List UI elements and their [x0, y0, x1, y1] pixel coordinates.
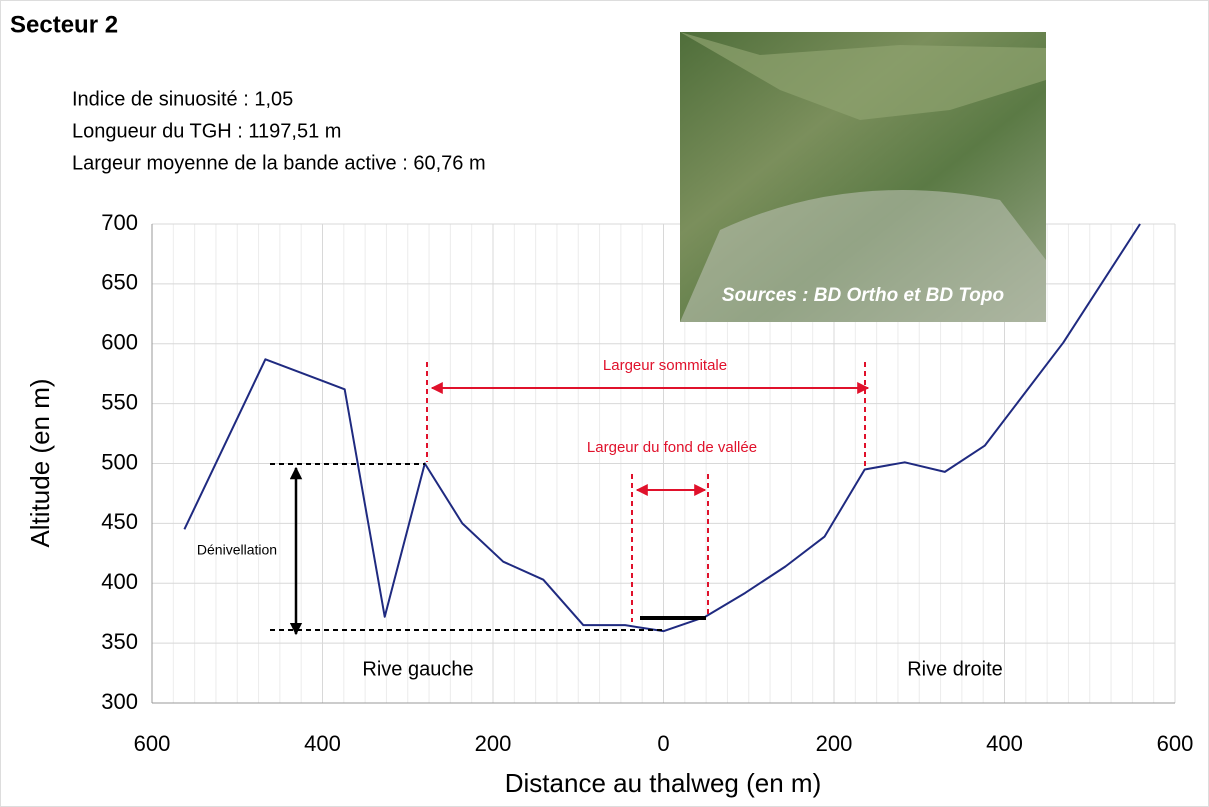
grid: 300 350 400 450 500 550 600 650 700 600 400 200 0 200…	[101, 210, 1193, 756]
y-tick-label: 350	[101, 629, 138, 654]
annotation: Rive droite	[907, 658, 1003, 680]
y-tick-label: 500	[101, 449, 138, 474]
plot	[183, 223, 1141, 633]
photo: Sources : BD Ortho et BD Topo	[680, 32, 1046, 322]
y-axis-label: Altitude (en m)	[25, 378, 55, 547]
y-tick-label: 450	[101, 509, 138, 534]
x-tick-label: 600	[134, 731, 171, 756]
x-axis-label: Distance au thalweg (en m)	[505, 768, 821, 798]
annotation: Dénivellation	[197, 542, 277, 558]
y-tick-label: 400	[101, 569, 138, 594]
x-tick-label: 200	[816, 731, 853, 756]
y-tick-label: 550	[101, 389, 138, 414]
info-line: Indice de sinuosité : 1,05	[72, 88, 293, 110]
annotation: Largeur du fond de vallée	[587, 439, 757, 456]
info-line: Longueur du TGH : 1197,51 m	[72, 120, 341, 142]
x-tick-label: 400	[304, 731, 341, 756]
y-tick-label: 600	[101, 330, 138, 355]
annotation: Rive gauche	[362, 658, 473, 680]
chart-title: Secteur 2	[10, 11, 118, 38]
x-tick-label: 200	[475, 731, 512, 756]
y-tick-label: 300	[101, 689, 138, 714]
x-tick-label: 0	[657, 731, 669, 756]
y-tick-label: 650	[101, 270, 138, 295]
photo-caption: Sources : BD Ortho et BD Topo	[722, 285, 1004, 306]
annotation: Largeur sommitale	[603, 357, 727, 374]
data-line	[183, 223, 1141, 633]
x-tick-label: 600	[1157, 731, 1194, 756]
y-tick-label: 700	[101, 210, 138, 235]
info-line: Largeur moyenne de la bande active : 60,…	[72, 152, 486, 174]
x-tick-label: 400	[986, 731, 1023, 756]
annotations: Largeur sommitale Largeur du fond de val…	[197, 357, 1003, 680]
